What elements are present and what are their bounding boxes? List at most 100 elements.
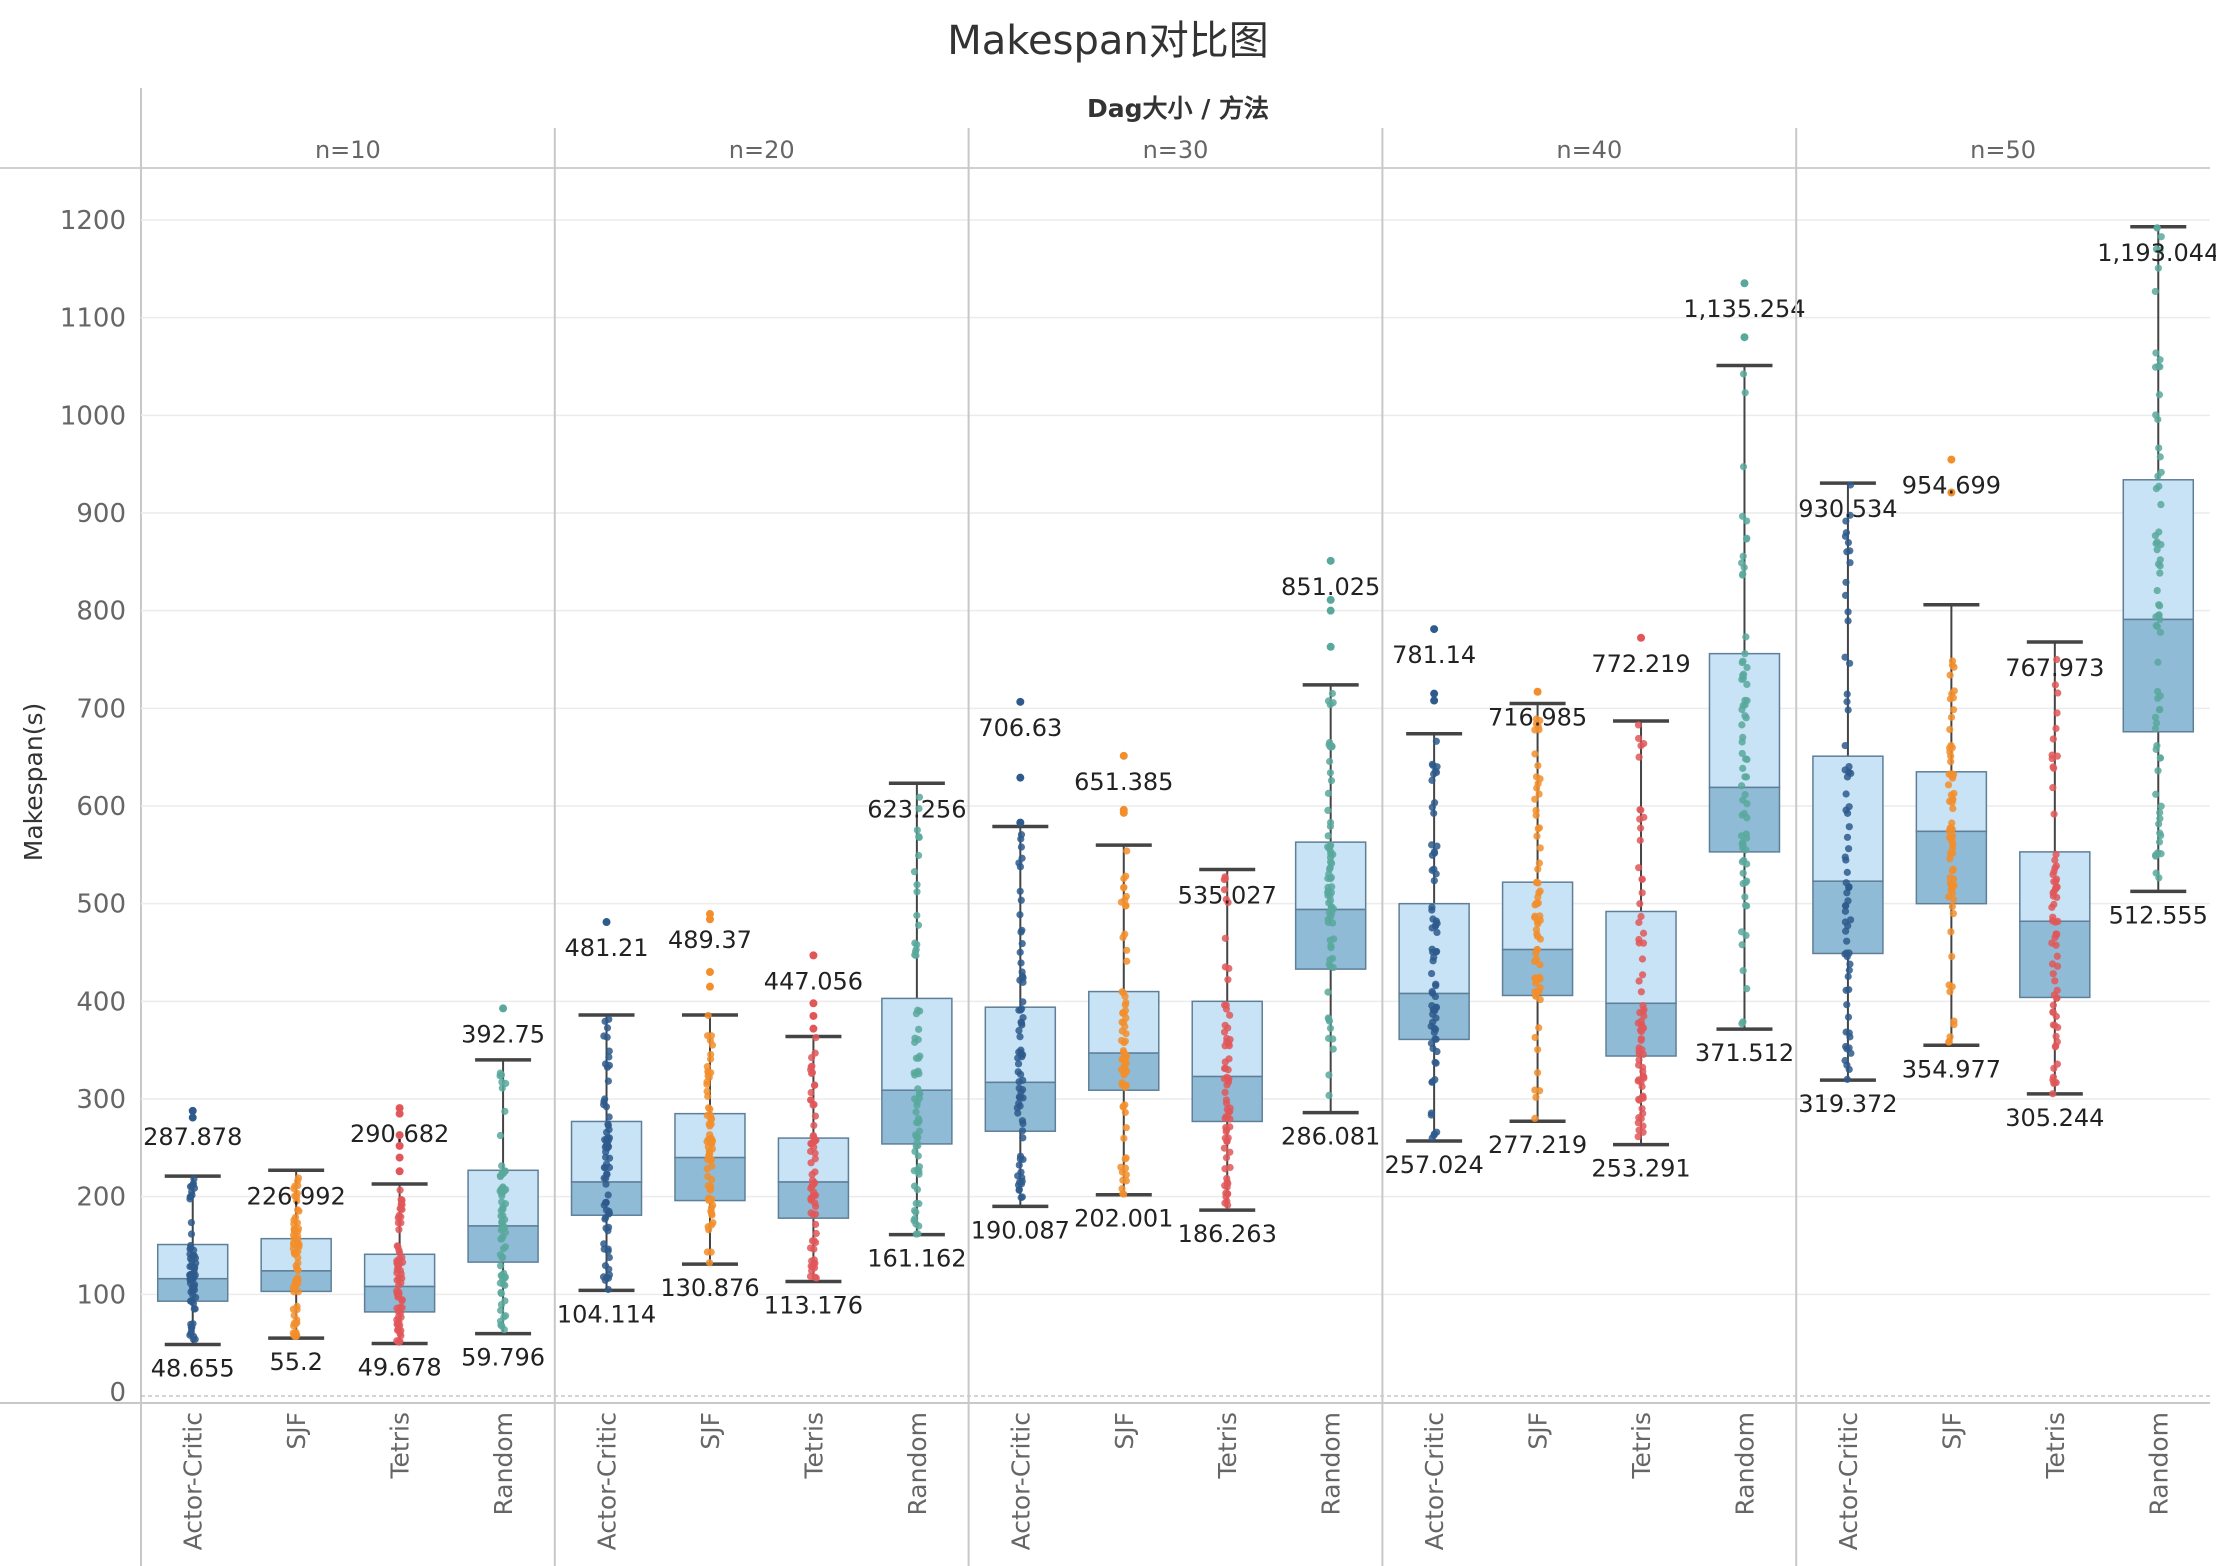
data-point <box>1638 889 1646 897</box>
data-point <box>1843 690 1851 698</box>
data-point <box>1222 1113 1230 1121</box>
data-point <box>2156 569 2164 577</box>
data-point <box>915 804 923 813</box>
data-point <box>1532 811 1540 819</box>
data-point <box>605 1061 614 1069</box>
data-point <box>1635 753 1643 761</box>
data-point <box>1742 535 1751 543</box>
data-point <box>605 1113 613 1121</box>
data-point <box>914 1036 922 1044</box>
outlier-point <box>1533 687 1542 696</box>
data-point <box>291 1213 300 1221</box>
data-point <box>601 1136 609 1144</box>
min-value-label: 512.555 <box>2109 901 2208 929</box>
data-point <box>1014 1060 1023 1068</box>
data-point <box>811 1112 820 1120</box>
outlier-point <box>188 1106 197 1115</box>
box-n=30-Random: 851.025 286.081 Random <box>1281 556 1380 1516</box>
data-point <box>2156 356 2164 364</box>
data-point <box>1019 998 1027 1006</box>
data-point <box>1224 1134 1232 1142</box>
data-point <box>1946 855 1954 863</box>
category-label: Random <box>489 1412 518 1516</box>
data-point <box>1326 769 1335 777</box>
data-point <box>190 1305 198 1313</box>
data-point <box>2049 970 2057 978</box>
min-value-label: 55.2 <box>269 1348 322 1376</box>
data-point <box>2049 763 2057 771</box>
data-point <box>1122 1014 1130 1022</box>
data-point <box>498 1162 506 1170</box>
data-point <box>1844 617 1852 625</box>
data-point <box>708 1137 717 1145</box>
data-point <box>1947 713 1956 721</box>
y-tick-label: 1200 <box>60 206 126 236</box>
data-point <box>1018 1127 1027 1135</box>
data-point <box>1123 847 1131 855</box>
data-point <box>1429 1018 1437 1026</box>
data-point <box>1635 1056 1643 1064</box>
data-point <box>1016 911 1024 919</box>
data-point <box>1743 517 1751 525</box>
data-point <box>1121 1006 1130 1015</box>
data-point <box>1325 865 1334 873</box>
data-point <box>501 1312 510 1320</box>
y-axis: 0 100 200 300 400 500 600 700 800 900 1000 1100 1200 <box>60 206 126 1408</box>
data-point <box>2154 472 2162 480</box>
data-point <box>605 1253 613 1262</box>
data-point <box>1536 996 1544 1004</box>
data-point <box>1635 918 1643 927</box>
data-point <box>913 911 921 920</box>
outlier-point <box>705 968 714 977</box>
outlier-point <box>705 910 714 919</box>
data-point <box>1637 912 1645 921</box>
data-point <box>1635 1047 1643 1056</box>
data-point <box>1326 1024 1335 1032</box>
data-point <box>1738 721 1746 729</box>
data-point <box>810 1137 818 1145</box>
min-value-label: 202.001 <box>1074 1205 1173 1233</box>
data-point <box>2049 1090 2057 1098</box>
data-point <box>186 1195 194 1203</box>
data-point <box>1222 1099 1231 1107</box>
data-point <box>1741 791 1749 799</box>
category-label: SJF <box>282 1412 311 1450</box>
data-point <box>1846 916 1855 924</box>
box-n=30-Actor-Critic: 706.63 190.087 Actor-Critic <box>971 697 1070 1550</box>
y-tick-label: 800 <box>76 597 126 627</box>
data-point <box>497 1071 506 1079</box>
data-point <box>290 1220 298 1228</box>
data-point <box>1743 697 1751 705</box>
data-point <box>1016 887 1024 895</box>
data-point <box>1739 552 1747 560</box>
data-point <box>394 1338 403 1346</box>
category-label: Tetris <box>1213 1412 1242 1479</box>
data-point <box>1433 928 1441 937</box>
data-point <box>1536 844 1544 852</box>
outlier-point <box>1740 279 1749 288</box>
data-point <box>1846 547 1854 555</box>
data-point <box>914 851 923 860</box>
data-point <box>1221 963 1229 971</box>
data-point <box>2053 962 2062 970</box>
data-point <box>290 1319 298 1327</box>
data-point <box>1843 1061 1851 1069</box>
data-point <box>1741 893 1749 901</box>
data-point <box>1535 726 1543 734</box>
data-point <box>605 1154 614 1162</box>
data-point <box>811 1081 819 1089</box>
data-point <box>1743 985 1751 993</box>
max-value-label: 930.534 <box>1798 495 1897 523</box>
min-value-label: 319.372 <box>1798 1090 1897 1118</box>
min-value-label: 186.263 <box>1178 1220 1277 1248</box>
data-point <box>1531 795 1539 803</box>
outlier-point <box>395 1141 404 1150</box>
data-point <box>707 1196 715 1205</box>
max-value-label: 489.37 <box>668 926 752 954</box>
data-point <box>910 1182 919 1190</box>
data-point <box>293 1189 301 1197</box>
data-point <box>1225 1055 1233 1063</box>
data-point <box>1121 1101 1129 1109</box>
data-point <box>1636 900 1644 908</box>
data-point <box>2156 705 2164 714</box>
